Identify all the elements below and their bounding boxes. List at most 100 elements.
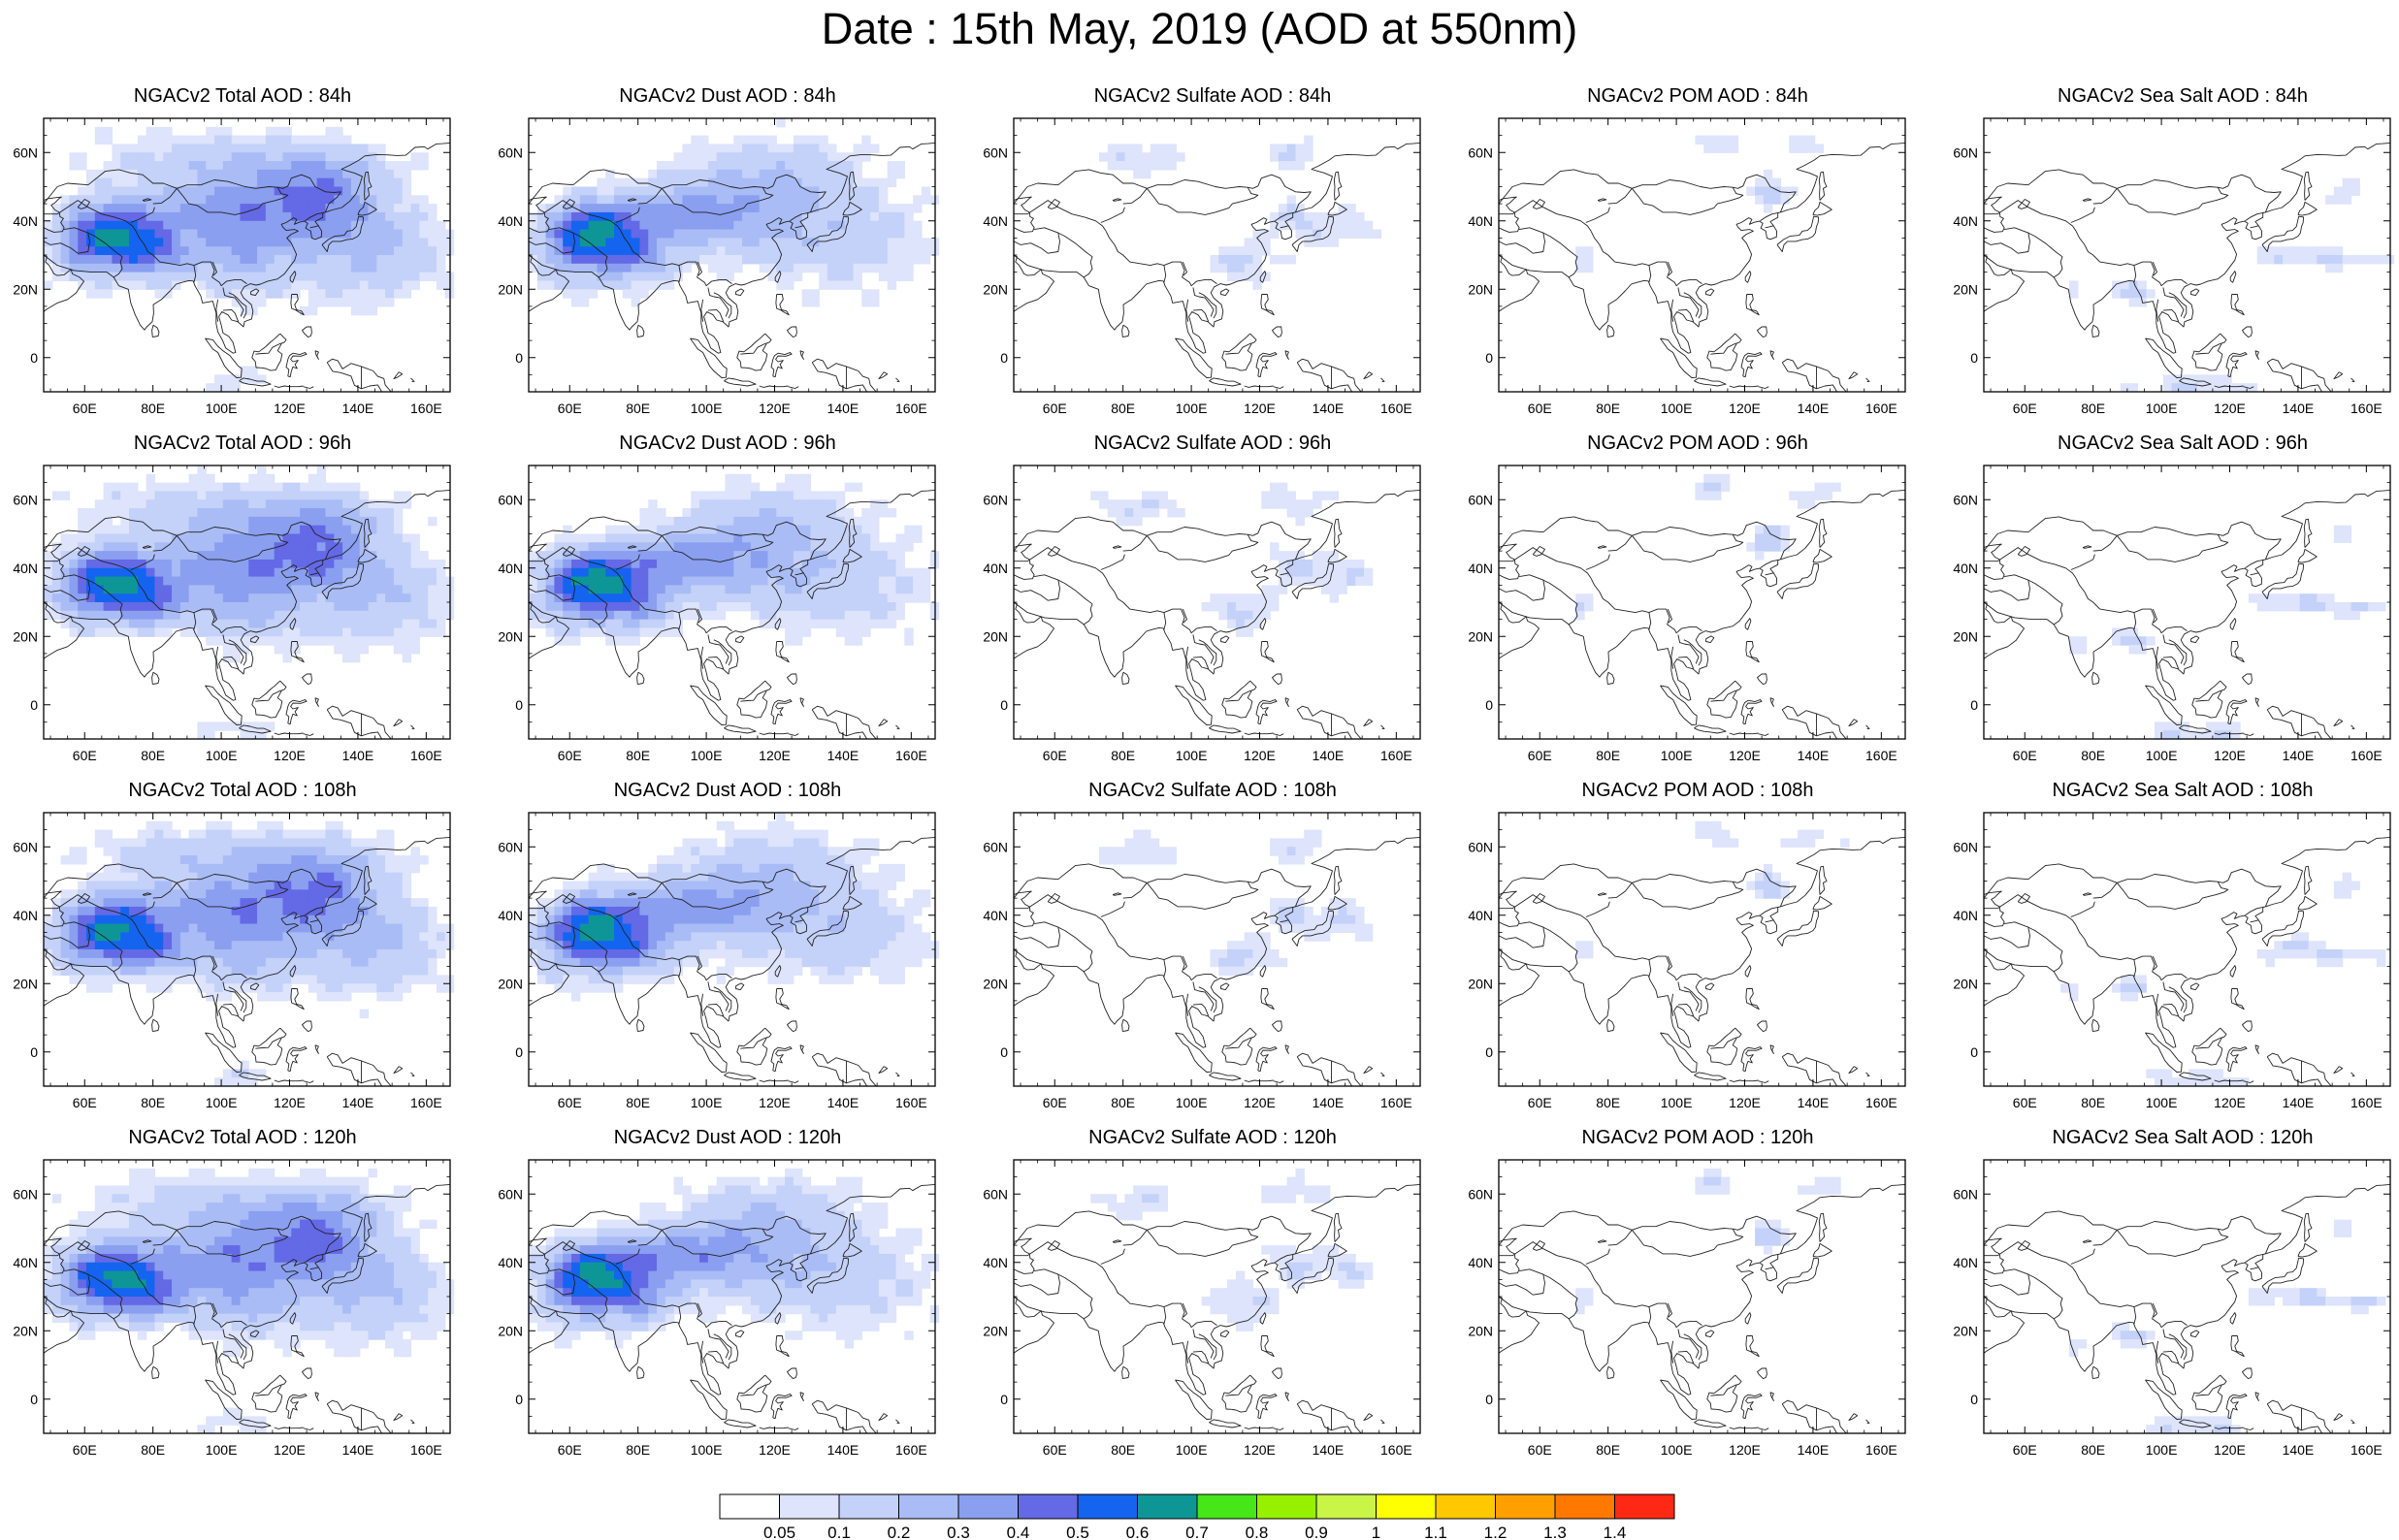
aod-map: 60E 80E 100E 120E 140E 160E 60N 40N 20N 0 <box>1468 812 1906 1110</box>
y-tick-label: 0 <box>1485 1044 1493 1060</box>
x-tick-label: 120E <box>759 401 791 416</box>
colorbar-label: 0.2 <box>888 1524 911 1540</box>
aod-field <box>2069 1219 2386 1434</box>
x-tick-label: 60E <box>1528 1442 1552 1458</box>
colorbar-swatch <box>1376 1493 1437 1520</box>
y-tick-label: 0 <box>30 1044 38 1060</box>
panel-title: NGACv2 POM AOD : 120h <box>1581 1127 1814 1148</box>
x-tick-label: 60E <box>2013 401 2037 416</box>
y-tick-label: 20N <box>498 976 523 991</box>
colorbar-label: 0.1 <box>827 1524 851 1540</box>
x-tick-label: 120E <box>759 1095 791 1110</box>
x-tick-label: 140E <box>2283 1442 2315 1458</box>
x-tick-label: 80E <box>141 1095 165 1110</box>
y-tick-label: 60N <box>13 839 38 854</box>
map-panel-total-96h: NGACv2 Total AOD : 96h 60E 80E 100E 120E 140E… <box>0 433 485 780</box>
aod-field <box>1090 482 1374 637</box>
aod-map: 60E 80E 100E 120E 140E 160E 60N 40N 20N 0 <box>13 1159 455 1458</box>
colorbar-label: 1.4 <box>1604 1524 1627 1540</box>
aod-field <box>2060 872 2386 1087</box>
x-tick-label: 100E <box>206 748 238 763</box>
panel-title: NGACv2 Dust AOD : 96h <box>619 433 836 454</box>
y-tick-label: 0 <box>1970 1044 1978 1060</box>
map-panel-total-120h: NGACv2 Total AOD : 120h 60E 80E 100E 120E 140… <box>0 1127 485 1474</box>
y-tick-label: 60N <box>1953 1186 1978 1202</box>
y-tick-label: 20N <box>498 628 523 644</box>
x-tick-label: 120E <box>1244 748 1276 763</box>
x-tick-label: 80E <box>141 401 165 416</box>
y-tick-label: 20N <box>13 281 38 297</box>
aod-field <box>1575 1168 1841 1315</box>
aod-map: 60E 80E 100E 120E 140E 160E 60N 40N 20N 0 <box>983 465 1421 763</box>
x-tick-label: 100E <box>1661 748 1693 763</box>
x-tick-label: 60E <box>73 1095 97 1110</box>
colorbar-swatch <box>779 1493 840 1520</box>
x-tick-label: 60E <box>1528 401 1552 416</box>
colorbar-label: 1.2 <box>1484 1524 1507 1540</box>
coastline-layer <box>44 836 450 1086</box>
x-tick-label: 100E <box>691 1442 723 1458</box>
x-tick-label: 160E <box>1380 748 1412 763</box>
y-tick-label: 20N <box>1468 628 1493 644</box>
y-tick-label: 20N <box>1953 281 1978 297</box>
colorbar-swatch <box>1554 1493 1615 1520</box>
x-tick-label: 160E <box>1380 1095 1412 1110</box>
aod-field <box>1099 135 1382 290</box>
map-panel-seasalt-96h: NGACv2 Sea Salt AOD : 96h 60E 80E 100E 120E 1… <box>1940 433 2399 780</box>
y-tick-label: 0 <box>1000 697 1008 713</box>
y-tick-label: 40N <box>1953 1255 1978 1270</box>
panel-title: NGACv2 Sulfate AOD : 120h <box>1088 1127 1337 1148</box>
map-panel-seasalt-108h: NGACv2 Sea Salt AOD : 108h 60E 80E 100E 120E… <box>1940 780 2399 1127</box>
map-panel-dust-96h: NGACv2 Dust AOD : 96h 60E 80E 100E 120E 140E 1… <box>485 433 970 780</box>
x-tick-label: 160E <box>895 748 927 763</box>
y-tick-label: 60N <box>983 492 1008 507</box>
y-tick-label: 20N <box>1468 976 1493 991</box>
panel-title: NGACv2 Dust AOD : 120h <box>613 1127 842 1148</box>
y-tick-label: 0 <box>1000 1044 1008 1060</box>
coastline-layer <box>529 1183 935 1433</box>
aod-map: 60E 80E 100E 120E 140E 160E 60N 40N 20N 0 <box>1468 1159 1906 1458</box>
x-tick-label: 60E <box>73 401 97 416</box>
y-tick-label: 60N <box>1953 492 1978 507</box>
colorbar-label: 1 <box>1372 1524 1380 1540</box>
coastline-layer <box>44 489 450 739</box>
panel-title: NGACv2 Sea Salt AOD : 84h <box>2058 85 2308 107</box>
y-tick-label: 40N <box>1953 561 1978 576</box>
x-tick-label: 160E <box>2350 401 2383 416</box>
y-tick-label: 20N <box>1953 628 1978 644</box>
map-panel-pom-108h: NGACv2 POM AOD : 108h 60E 80E 100E 120E 140E 1… <box>1455 780 1940 1127</box>
colorbar-label: 0.5 <box>1066 1524 1089 1540</box>
y-tick-label: 60N <box>1468 1186 1493 1202</box>
x-tick-label: 160E <box>1865 748 1897 763</box>
x-tick-label: 160E <box>1865 1095 1897 1110</box>
x-tick-label: 80E <box>1111 401 1135 416</box>
y-tick-label: 60N <box>13 144 38 160</box>
y-tick-label: 20N <box>13 976 38 991</box>
x-tick-label: 120E <box>1729 401 1761 416</box>
x-tick-label: 80E <box>2081 401 2105 416</box>
x-tick-label: 140E <box>342 1095 374 1110</box>
x-tick-label: 60E <box>558 1095 582 1110</box>
x-tick-label: 80E <box>2081 748 2105 763</box>
y-tick-label: 60N <box>1468 839 1493 854</box>
y-tick-label: 20N <box>983 1323 1008 1338</box>
aod-map: 60E 80E 100E 120E 140E 160E 60N 40N 20N 0 <box>13 465 455 763</box>
aod-map: 60E 80E 100E 120E 140E 160E 60N 40N 20N 0 <box>983 1159 1421 1458</box>
y-tick-label: 0 <box>1485 1392 1493 1407</box>
y-tick-label: 60N <box>1468 492 1493 507</box>
coastline-layer <box>1014 142 1420 392</box>
aod-map: 60E 80E 100E 120E 140E 160E 60N 40N 20N 0 <box>13 812 455 1110</box>
colorbar: 0.05 0.1 0.2 0.3 0.4 0.5 0.6 0.7 0.8 0.9 1 1.1 1.2 1.… <box>719 1493 1675 1540</box>
x-tick-label: 100E <box>1176 748 1208 763</box>
x-tick-label: 60E <box>73 748 97 763</box>
coastline-layer <box>1499 1183 1905 1433</box>
map-panel-total-84h: NGACv2 Total AOD : 84h 60E 80E 100E 120E 140E… <box>0 85 485 433</box>
x-tick-label: 80E <box>626 401 650 416</box>
panel-title: NGACv2 Sea Salt AOD : 120h <box>2052 1127 2314 1148</box>
x-tick-label: 100E <box>206 401 238 416</box>
x-tick-label: 80E <box>626 1442 650 1458</box>
x-tick-label: 140E <box>827 748 859 763</box>
x-tick-label: 120E <box>1244 401 1276 416</box>
coastline-layer <box>529 142 935 392</box>
y-tick-label: 60N <box>498 492 523 507</box>
